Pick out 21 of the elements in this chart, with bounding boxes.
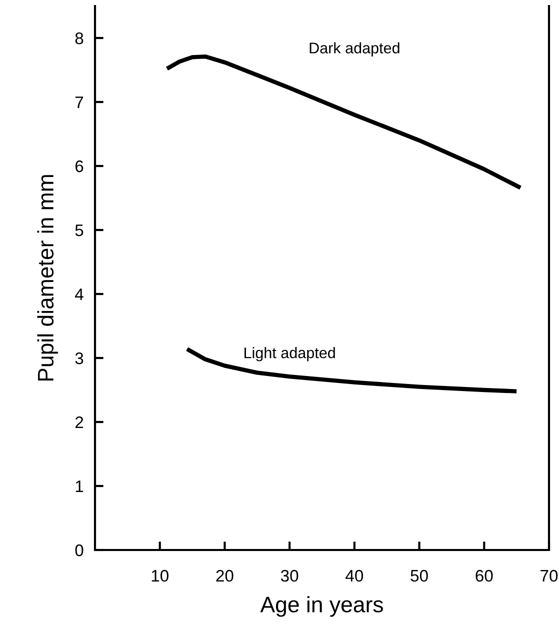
x-tick-label: 40 xyxy=(346,570,364,582)
line-series xyxy=(185,346,519,394)
x-tick-label: 20 xyxy=(216,570,234,582)
x-tick-label: 10 xyxy=(152,570,168,582)
y-tick-label: 2 xyxy=(75,416,84,428)
x-axis-title: Age in years xyxy=(260,596,383,617)
y-tick-label: 4 xyxy=(75,288,84,300)
x-tick-label: 70 xyxy=(540,570,558,582)
y-tick-label: 3 xyxy=(75,352,84,364)
y-tick-label: 0 xyxy=(75,544,84,556)
y-tick-label: 6 xyxy=(75,160,84,172)
x-tick-label: 30 xyxy=(280,570,298,582)
y-axis-title: Pupil diameter in mm xyxy=(37,175,58,381)
y-tick-label: 7 xyxy=(75,96,84,108)
series-label: Light adapted xyxy=(244,347,335,362)
text: Dark adapted xyxy=(310,42,400,56)
y-tick-label: 5 xyxy=(75,224,84,236)
y-tick-label: 1 xyxy=(76,480,84,492)
y-tick-label: 8 xyxy=(75,32,84,44)
x-tick-label: 50 xyxy=(410,570,428,582)
x-tick-label: 60 xyxy=(476,570,493,582)
